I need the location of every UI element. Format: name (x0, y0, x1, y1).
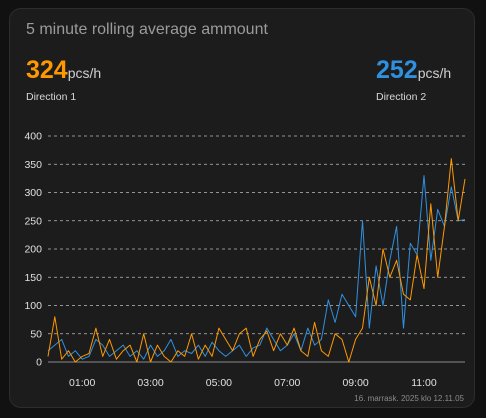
x-tick-label: 11:00 (411, 377, 437, 389)
y-tick-label: 0 (36, 357, 42, 369)
series-line-direction-2 (47, 175, 466, 360)
x-tick-label: 05:00 (206, 377, 232, 389)
statistics-card[interactable]: 5 minute rolling average ammount 324pcs/… (9, 8, 475, 408)
x-tick-label: 01:00 (69, 377, 95, 389)
direction-2-label: Direction 2 (376, 91, 427, 103)
y-tick-label: 250 (24, 215, 42, 227)
x-tick-label: 09:00 (342, 377, 368, 389)
direction-1-label: Direction 1 (26, 91, 77, 103)
direction-2-value: 252 (376, 56, 418, 84)
direction-1-unit: pcs/h (67, 65, 102, 81)
direction-1-value: 324 (26, 56, 68, 84)
x-tick-label: 03:00 (137, 377, 163, 389)
y-tick-label: 200 (24, 244, 42, 256)
y-tick-label: 350 (24, 159, 42, 171)
x-tick-label: 07:00 (274, 377, 300, 389)
series-line-direction-1 (47, 158, 466, 363)
y-tick-label: 300 (24, 187, 42, 199)
line-chart[interactable]: 0 50 100 150 200 250 300 350 400 01:00 03:00 05:00 0… (10, 9, 476, 409)
direction-1-stat: 324pcs/h (26, 56, 101, 85)
y-tick-label: 150 (24, 272, 42, 284)
last-updated-timestamp: 16. marrask. 2025 klo 12.11.05 (354, 394, 464, 403)
y-tick-label: 400 (24, 131, 42, 143)
y-tick-label: 50 (30, 328, 42, 340)
direction-2-stat: 252pcs/h (376, 56, 451, 85)
card-title: 5 minute rolling average ammount (26, 21, 268, 38)
y-tick-label: 100 (24, 300, 42, 312)
direction-2-unit: pcs/h (417, 65, 452, 81)
